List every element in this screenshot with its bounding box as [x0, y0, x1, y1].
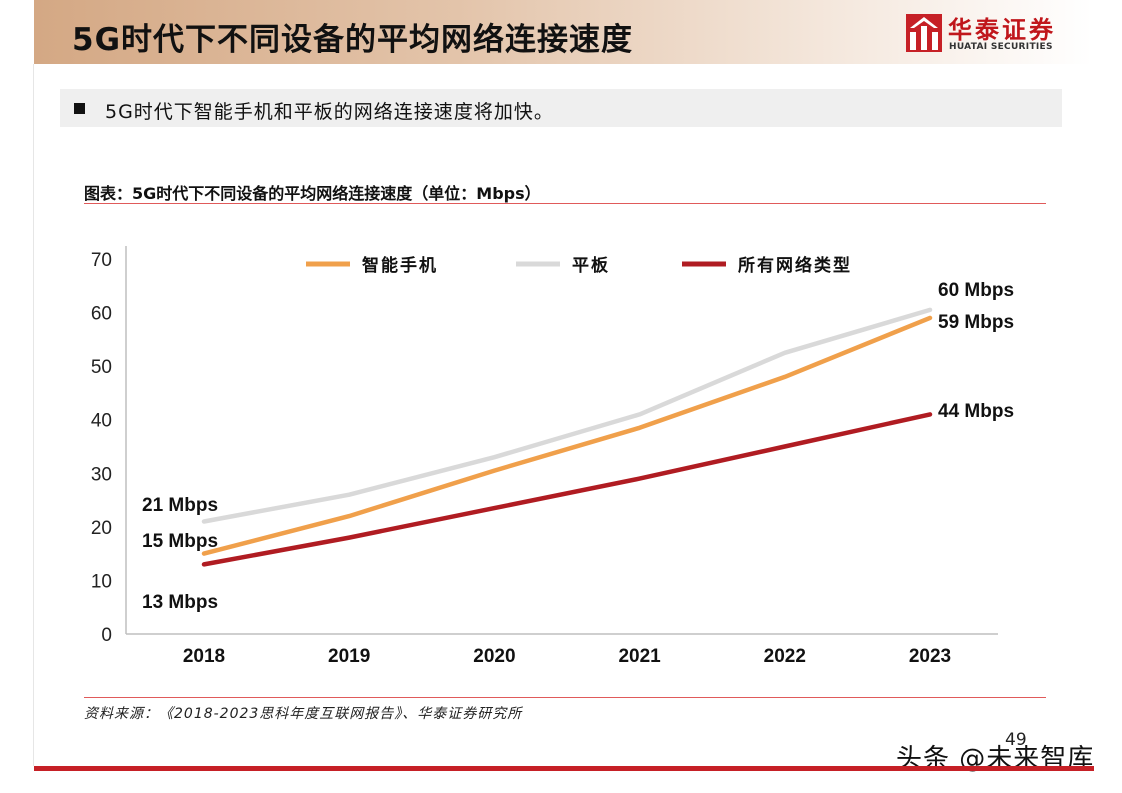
data-label: 21 Mbps: [142, 495, 218, 516]
series-line: [201, 315, 933, 556]
logo-text-cn: 华泰证券: [948, 16, 1056, 44]
chart-bottom-rule: [84, 697, 1046, 698]
y-tick-label: 70: [91, 250, 112, 271]
chart-top-rule: [84, 203, 1046, 204]
bullet-square-icon: [74, 103, 85, 114]
x-tick-label: 2018: [183, 646, 225, 667]
y-tick-label: 0: [101, 625, 112, 646]
data-label: 13 Mbps: [142, 592, 218, 613]
x-tick-label: 2021: [618, 646, 661, 667]
data-label: 15 Mbps: [142, 531, 218, 552]
legend-label: 平板: [572, 255, 610, 275]
left-divider: [33, 64, 34, 766]
chart-title: 图表：5G时代下不同设备的平均网络连接速度（单位：Mbps）: [84, 184, 541, 203]
footer-red-line: [34, 766, 1094, 771]
page-number: 49: [1005, 730, 1027, 750]
y-tick-label: 20: [91, 518, 112, 539]
y-tick-label: 40: [91, 411, 112, 432]
data-label: 44 Mbps: [938, 401, 1014, 422]
logo-mark-icon: [906, 14, 942, 52]
summary-box: 5G时代下智能手机和平板的网络连接速度将加快。: [60, 89, 1062, 127]
y-tick-label: 10: [91, 571, 112, 592]
series-line: [201, 307, 933, 524]
data-label: 59 Mbps: [938, 312, 1014, 333]
y-tick-label: 30: [91, 464, 112, 485]
page-title: 5G时代下不同设备的平均网络连接速度: [72, 22, 634, 58]
x-tick-label: 2020: [473, 646, 515, 667]
x-tick-label: 2019: [328, 646, 370, 667]
company-logo: 华泰证券 HUATAI SECURITIES: [906, 12, 1062, 56]
source-note: 资料来源：《2018-2023思科年度互联网报告》、华泰证券研究所: [84, 706, 523, 722]
y-tick-label: 50: [91, 357, 112, 378]
data-label: 60 Mbps: [938, 280, 1014, 301]
legend-label: 智能手机: [362, 255, 438, 275]
summary-text: 5G时代下智能手机和平板的网络连接速度将加快。: [105, 101, 554, 123]
logo-text-en: HUATAI SECURITIES: [949, 42, 1053, 52]
y-tick-label: 60: [91, 304, 112, 325]
x-tick-label: 2022: [764, 646, 806, 667]
x-tick-label: 2023: [909, 646, 951, 667]
series-line: [201, 412, 933, 567]
legend-label: 所有网络类型: [738, 255, 852, 275]
